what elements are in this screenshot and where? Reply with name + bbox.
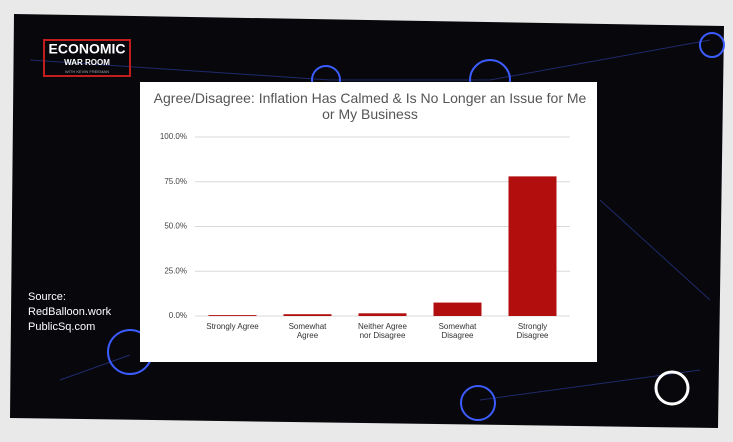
chart-title: Agree/Disagree: Inflation Has Calmed & I… [153, 90, 587, 122]
x-tick-label: Strongly Disagree [516, 322, 549, 340]
bar [283, 314, 332, 316]
x-tick-box: Somewhat Disagree [438, 322, 477, 340]
source-text: PublicSq.com [28, 321, 95, 333]
x-tick-label: Somewhat Disagree [438, 322, 477, 340]
brand-icon [654, 370, 690, 406]
y-tick-label: 75.0% [164, 177, 187, 186]
logo-text: ECONOMIC [49, 41, 126, 57]
source-text: RedBalloon.work [28, 306, 112, 318]
y-tick-label: 50.0% [164, 222, 187, 231]
x-tick-box: Strongly Disagree [516, 322, 549, 340]
x-tick-label: Somewhat Agree [288, 322, 327, 340]
logo-text: WAR ROOM [64, 58, 110, 67]
x-tick-label: Strongly Agree [206, 322, 259, 331]
logo-box [43, 39, 131, 77]
x-tick-label: Neither Agree nor Disagree [358, 322, 407, 340]
x-tick-box: Somewhat Agree [288, 322, 327, 340]
bar [358, 313, 407, 316]
plot: 0.0% 25.0% 50.0% 75.0% 100.0% Strongly Agree S… [160, 132, 570, 340]
x-tick-box: Strongly Agree [206, 322, 259, 331]
logo-text: WITH KEVIN FREEMAN [65, 69, 109, 74]
bar [508, 176, 557, 316]
title-box: Agree/Disagree: Inflation Has Calmed & I… [153, 90, 587, 122]
bar [433, 302, 482, 316]
y-tick-label: 25.0% [164, 266, 187, 275]
source-text: Source: [28, 291, 66, 303]
y-tick-label: 0.0% [169, 311, 187, 320]
y-tick-label: 100.0% [160, 132, 187, 141]
x-tick-box: Neither Agree nor Disagree [358, 322, 407, 340]
bar [208, 315, 257, 316]
